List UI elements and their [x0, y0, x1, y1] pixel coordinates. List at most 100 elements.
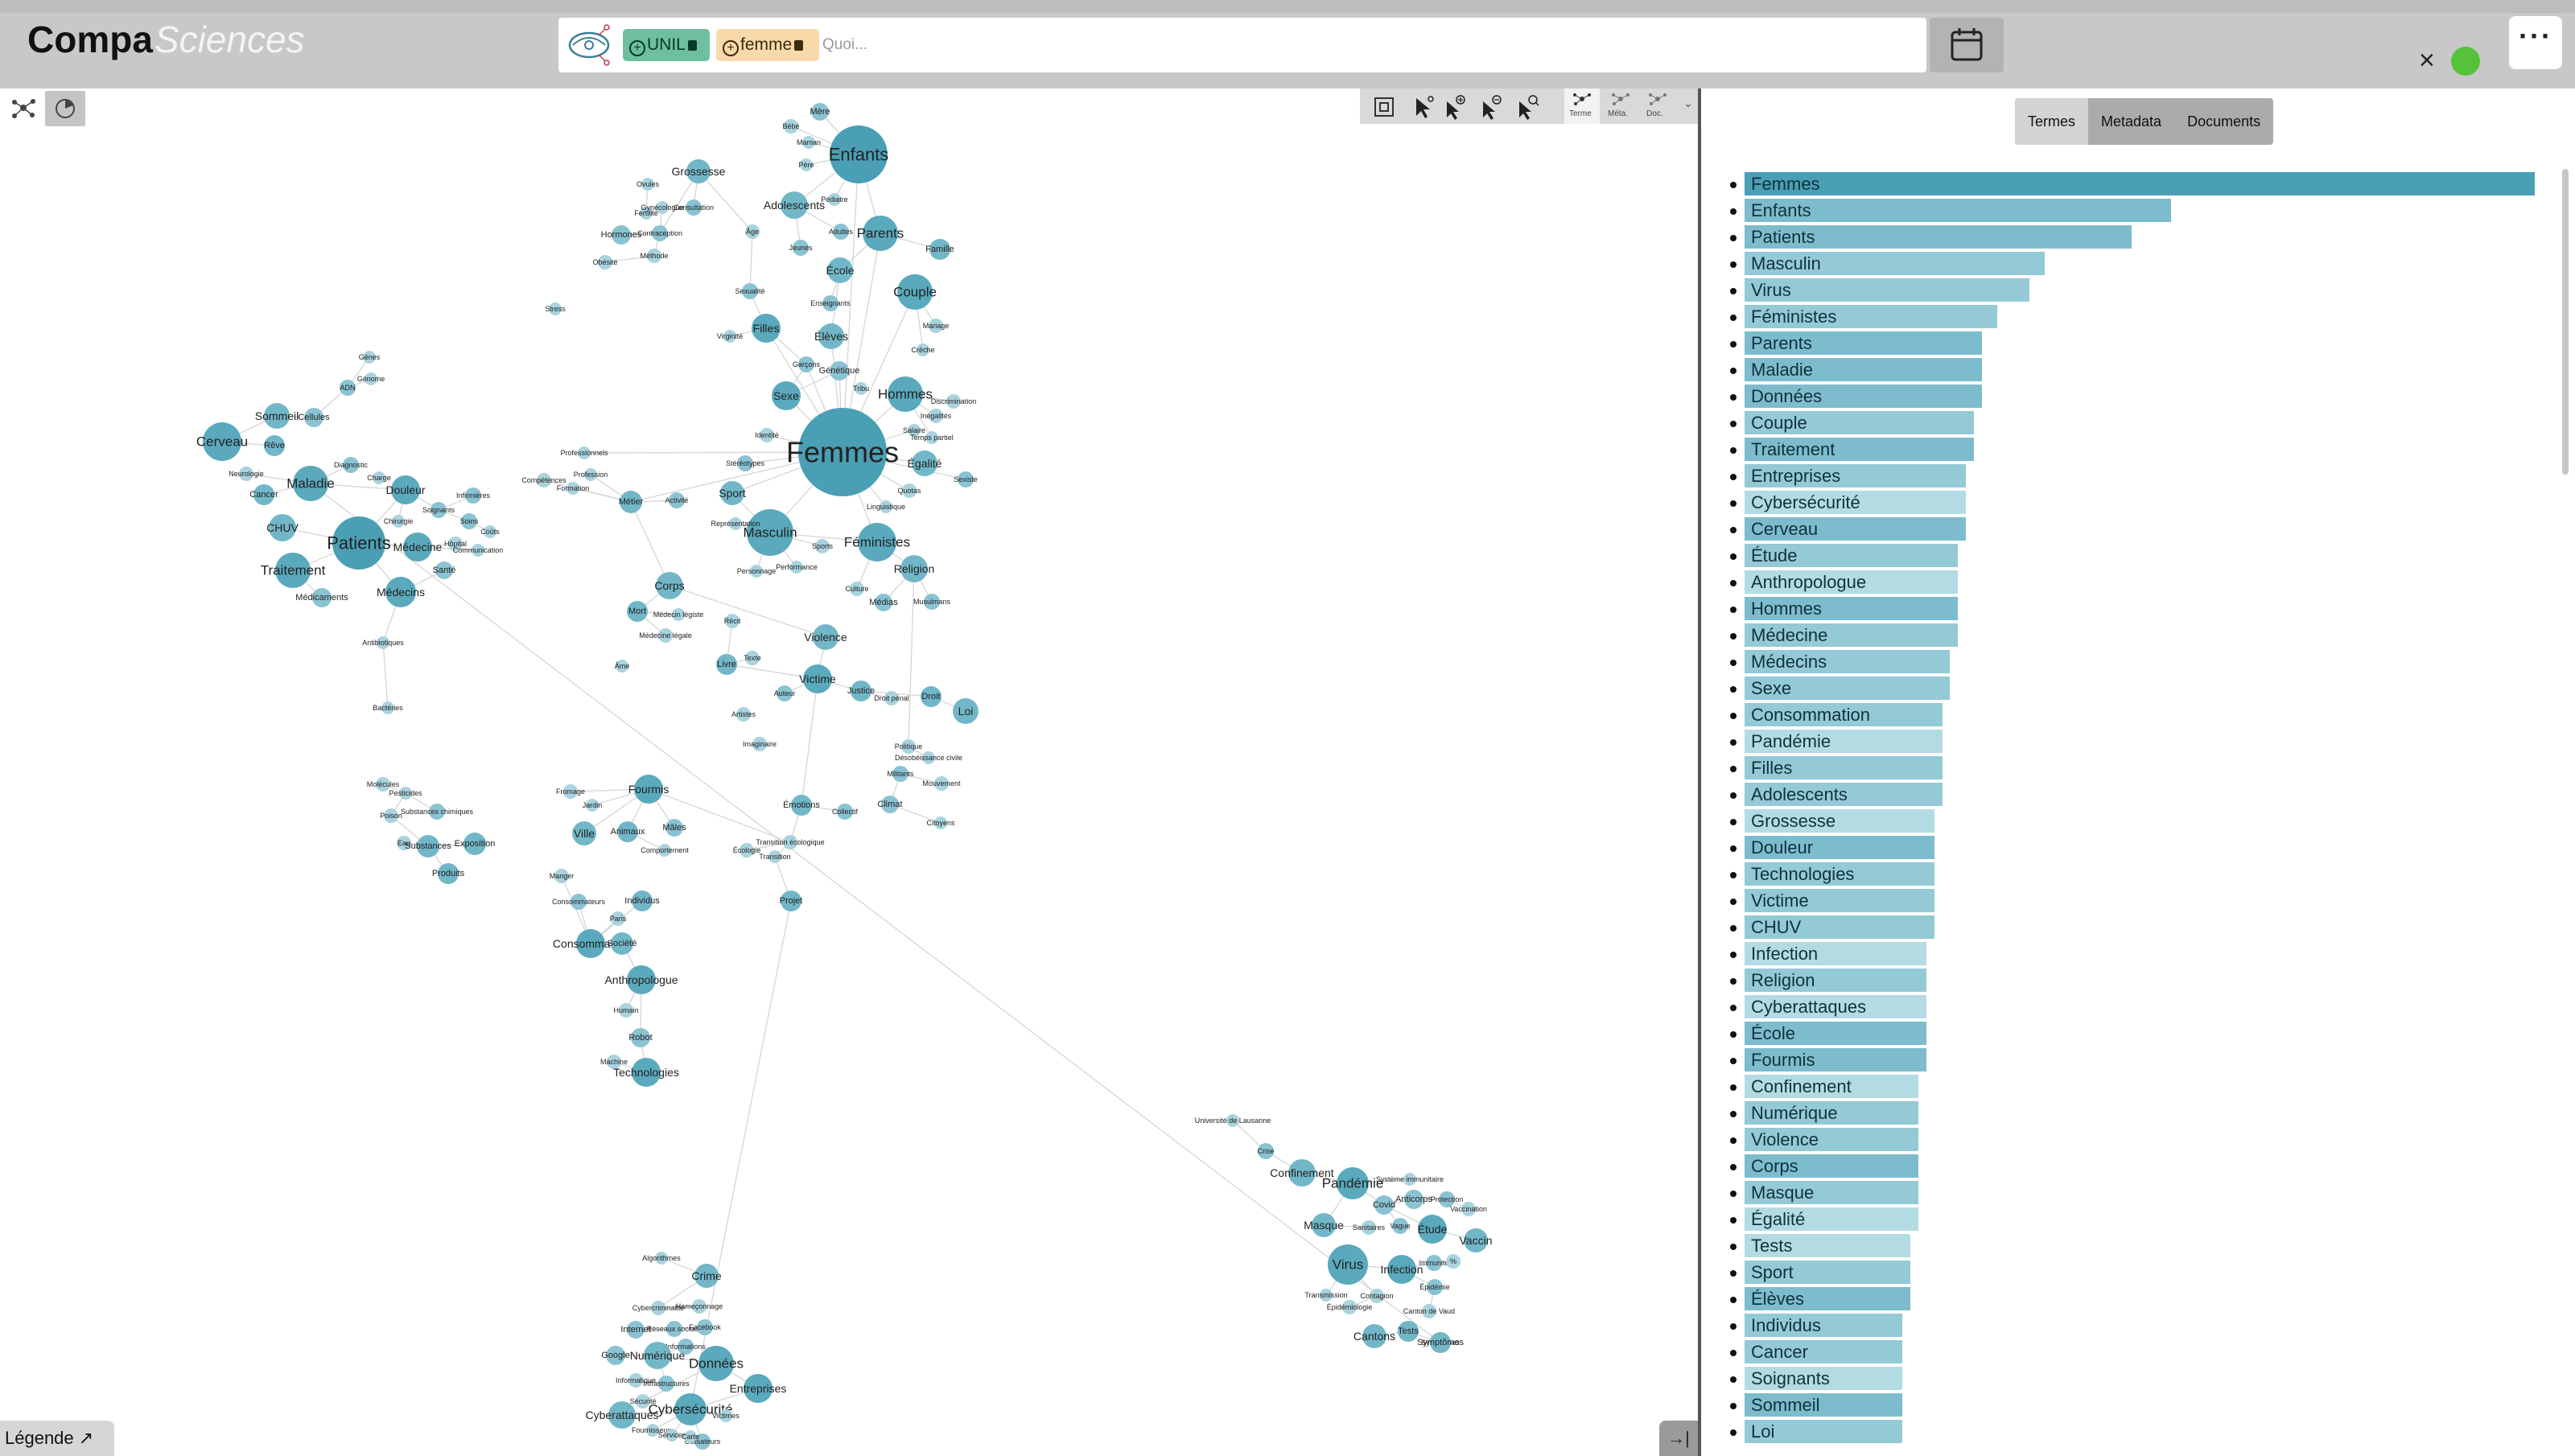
node-circle[interactable]	[644, 1342, 671, 1369]
term-row[interactable]: Sommeil	[1730, 1392, 2535, 1419]
graph-node-parents[interactable]: Parents	[857, 216, 904, 251]
term-row[interactable]: Virus	[1730, 278, 2535, 304]
graph-node-virus[interactable]: Virus	[1328, 1244, 1368, 1285]
node-circle[interactable]	[392, 515, 405, 528]
graph-node-adolescents[interactable]: Adolescents	[764, 191, 825, 219]
tab-documents[interactable]: Documents	[2187, 113, 2261, 130]
node-circle[interactable]	[833, 224, 849, 240]
term-row[interactable]: Douleur	[1730, 835, 2535, 862]
graph-node-cantons[interactable]: Cantons	[1353, 1324, 1395, 1348]
term-row[interactable]: Confinement	[1730, 1074, 2535, 1100]
node-circle[interactable]	[881, 796, 899, 813]
graph-node-masculin[interactable]: Masculin	[743, 509, 797, 556]
app-logo[interactable]: CompaSciences	[27, 18, 305, 61]
node-circle[interactable]	[658, 844, 671, 857]
node-circle[interactable]	[332, 516, 385, 570]
node-circle[interactable]	[837, 804, 853, 820]
graph-node-cybercriminalite[interactable]: Cybercriminalité	[632, 1301, 685, 1315]
node-circle[interactable]	[465, 487, 481, 504]
graph-node-victime[interactable]: Victime	[799, 664, 836, 693]
graph-node-sommeil[interactable]: Sommeil	[255, 403, 299, 429]
graph-node-consommation[interactable]: Consommation	[553, 929, 628, 958]
term-row[interactable]: Élèves	[1730, 1286, 2535, 1313]
node-circle[interactable]	[934, 776, 949, 791]
graph-node-ame[interactable]: Âme	[615, 660, 630, 672]
graph-node-manger[interactable]: Manger	[550, 869, 575, 883]
node-circle[interactable]	[628, 1373, 643, 1388]
graph-node-fournisseurs[interactable]: Fournisseurs	[632, 1424, 674, 1437]
node-circle[interactable]	[850, 582, 864, 596]
node-circle[interactable]	[578, 446, 591, 459]
term-row[interactable]: Médecins	[1730, 649, 2535, 676]
graph-node-patients[interactable]: Patients	[327, 516, 391, 570]
graph-node-medecin-legiste[interactable]: Médecin légiste	[653, 608, 704, 621]
node-circle[interactable]	[925, 431, 938, 444]
graph-node-communication[interactable]: Communication	[453, 544, 504, 557]
node-circle[interactable]	[566, 482, 579, 495]
node-circle[interactable]	[800, 158, 813, 171]
term-row[interactable]: Hommes	[1730, 596, 2535, 623]
graph-node-symptomes[interactable]: Symptômes	[1417, 1332, 1465, 1353]
graph-node-carte[interactable]: Carte	[682, 1430, 699, 1443]
term-network-graph[interactable]: Femmes Enfants Patients Masculin Féministes P…	[0, 88, 1698, 1456]
node-circle[interactable]	[880, 500, 892, 513]
graph-node-obesite[interactable]: Obésité	[592, 255, 618, 269]
node-circle[interactable]	[1398, 1321, 1419, 1342]
graph-node-entreprises[interactable]: Entreprises	[730, 1374, 787, 1403]
node-circle[interactable]	[1370, 1289, 1384, 1303]
graph-node-representation[interactable]: Représentation	[711, 517, 760, 530]
graph-node-pere[interactable]: Père	[798, 158, 814, 171]
graph-node-metier[interactable]: Métier	[619, 491, 644, 513]
node-circle[interactable]	[665, 819, 683, 837]
node-circle[interactable]	[790, 561, 803, 574]
node-circle[interactable]	[611, 932, 633, 955]
node-circle[interactable]	[863, 216, 898, 251]
graph-node-hameconnage[interactable]: Hameçonnage	[676, 1299, 723, 1314]
node-circle[interactable]	[616, 660, 628, 672]
graph-node-immunite[interactable]: Immunité	[1419, 1255, 1449, 1271]
node-circle[interactable]	[803, 664, 832, 693]
node-circle[interactable]	[572, 821, 596, 845]
node-circle[interactable]	[1427, 1279, 1443, 1295]
node-circle[interactable]	[830, 361, 849, 380]
node-circle[interactable]	[737, 455, 753, 471]
graph-node-covid[interactable]: Covid	[1373, 1195, 1395, 1215]
node-circle[interactable]	[586, 799, 599, 812]
graph-node-internet[interactable]: Internet	[620, 1321, 651, 1339]
graph-node-fromage[interactable]: Fromage	[556, 784, 585, 799]
graph-node-epidemiologie[interactable]: Épidémiologie	[1327, 1300, 1373, 1314]
node-circle[interactable]	[747, 509, 793, 556]
graph-node-recit[interactable]: Récit	[724, 614, 741, 628]
graph-node-genome[interactable]: Génome	[357, 372, 385, 385]
node-circle[interactable]	[484, 525, 496, 538]
graph-node-charge[interactable]: Charge	[367, 471, 391, 484]
graph-node-creche[interactable]: Crèche	[911, 343, 935, 356]
graph-node-tribu[interactable]: Tribu	[853, 382, 869, 395]
node-circle[interactable]	[632, 1058, 661, 1087]
graph-node-cerveau[interactable]: Cerveau	[196, 422, 248, 461]
node-circle[interactable]	[627, 601, 648, 622]
node-circle[interactable]	[584, 468, 597, 481]
graph-node-pesticides[interactable]: Pesticides	[389, 787, 422, 800]
node-circle[interactable]	[719, 1409, 732, 1422]
graph-node-famille[interactable]: Famille	[925, 239, 954, 260]
graph-node-sports[interactable]: Sports	[812, 539, 834, 553]
graph-node-medicaments[interactable]: Médicaments	[295, 588, 348, 607]
node-circle[interactable]	[752, 737, 767, 751]
zoom-out-select-icon[interactable]	[1477, 92, 1506, 122]
term-row[interactable]: Masculin	[1730, 251, 2535, 278]
graph-node-traitement[interactable]: Traitement	[261, 553, 326, 588]
node-circle[interactable]	[620, 491, 642, 513]
collapse-panel-button[interactable]: →|	[1659, 1421, 1698, 1456]
meta-layout-button[interactable]: Méta.	[1603, 88, 1638, 124]
graph-node-cyberattaques[interactable]: Cyberattaques	[585, 1401, 659, 1429]
node-circle[interactable]	[438, 863, 459, 884]
graph-node-sante[interactable]: Santé	[433, 561, 456, 579]
term-row[interactable]: CHUV	[1730, 915, 2535, 941]
term-row[interactable]: Enfants	[1730, 198, 2535, 224]
graph-node-comportement[interactable]: Comportement	[641, 844, 689, 857]
node-circle[interactable]	[1362, 1324, 1386, 1348]
graph-node-universite-de-lausanne[interactable]: Université de Lausanne	[1195, 1114, 1271, 1127]
graph-node-informatique[interactable]: Informatique	[616, 1373, 656, 1388]
graph-panel[interactable]: Femmes Enfants Patients Masculin Féministes P…	[0, 88, 1698, 1456]
